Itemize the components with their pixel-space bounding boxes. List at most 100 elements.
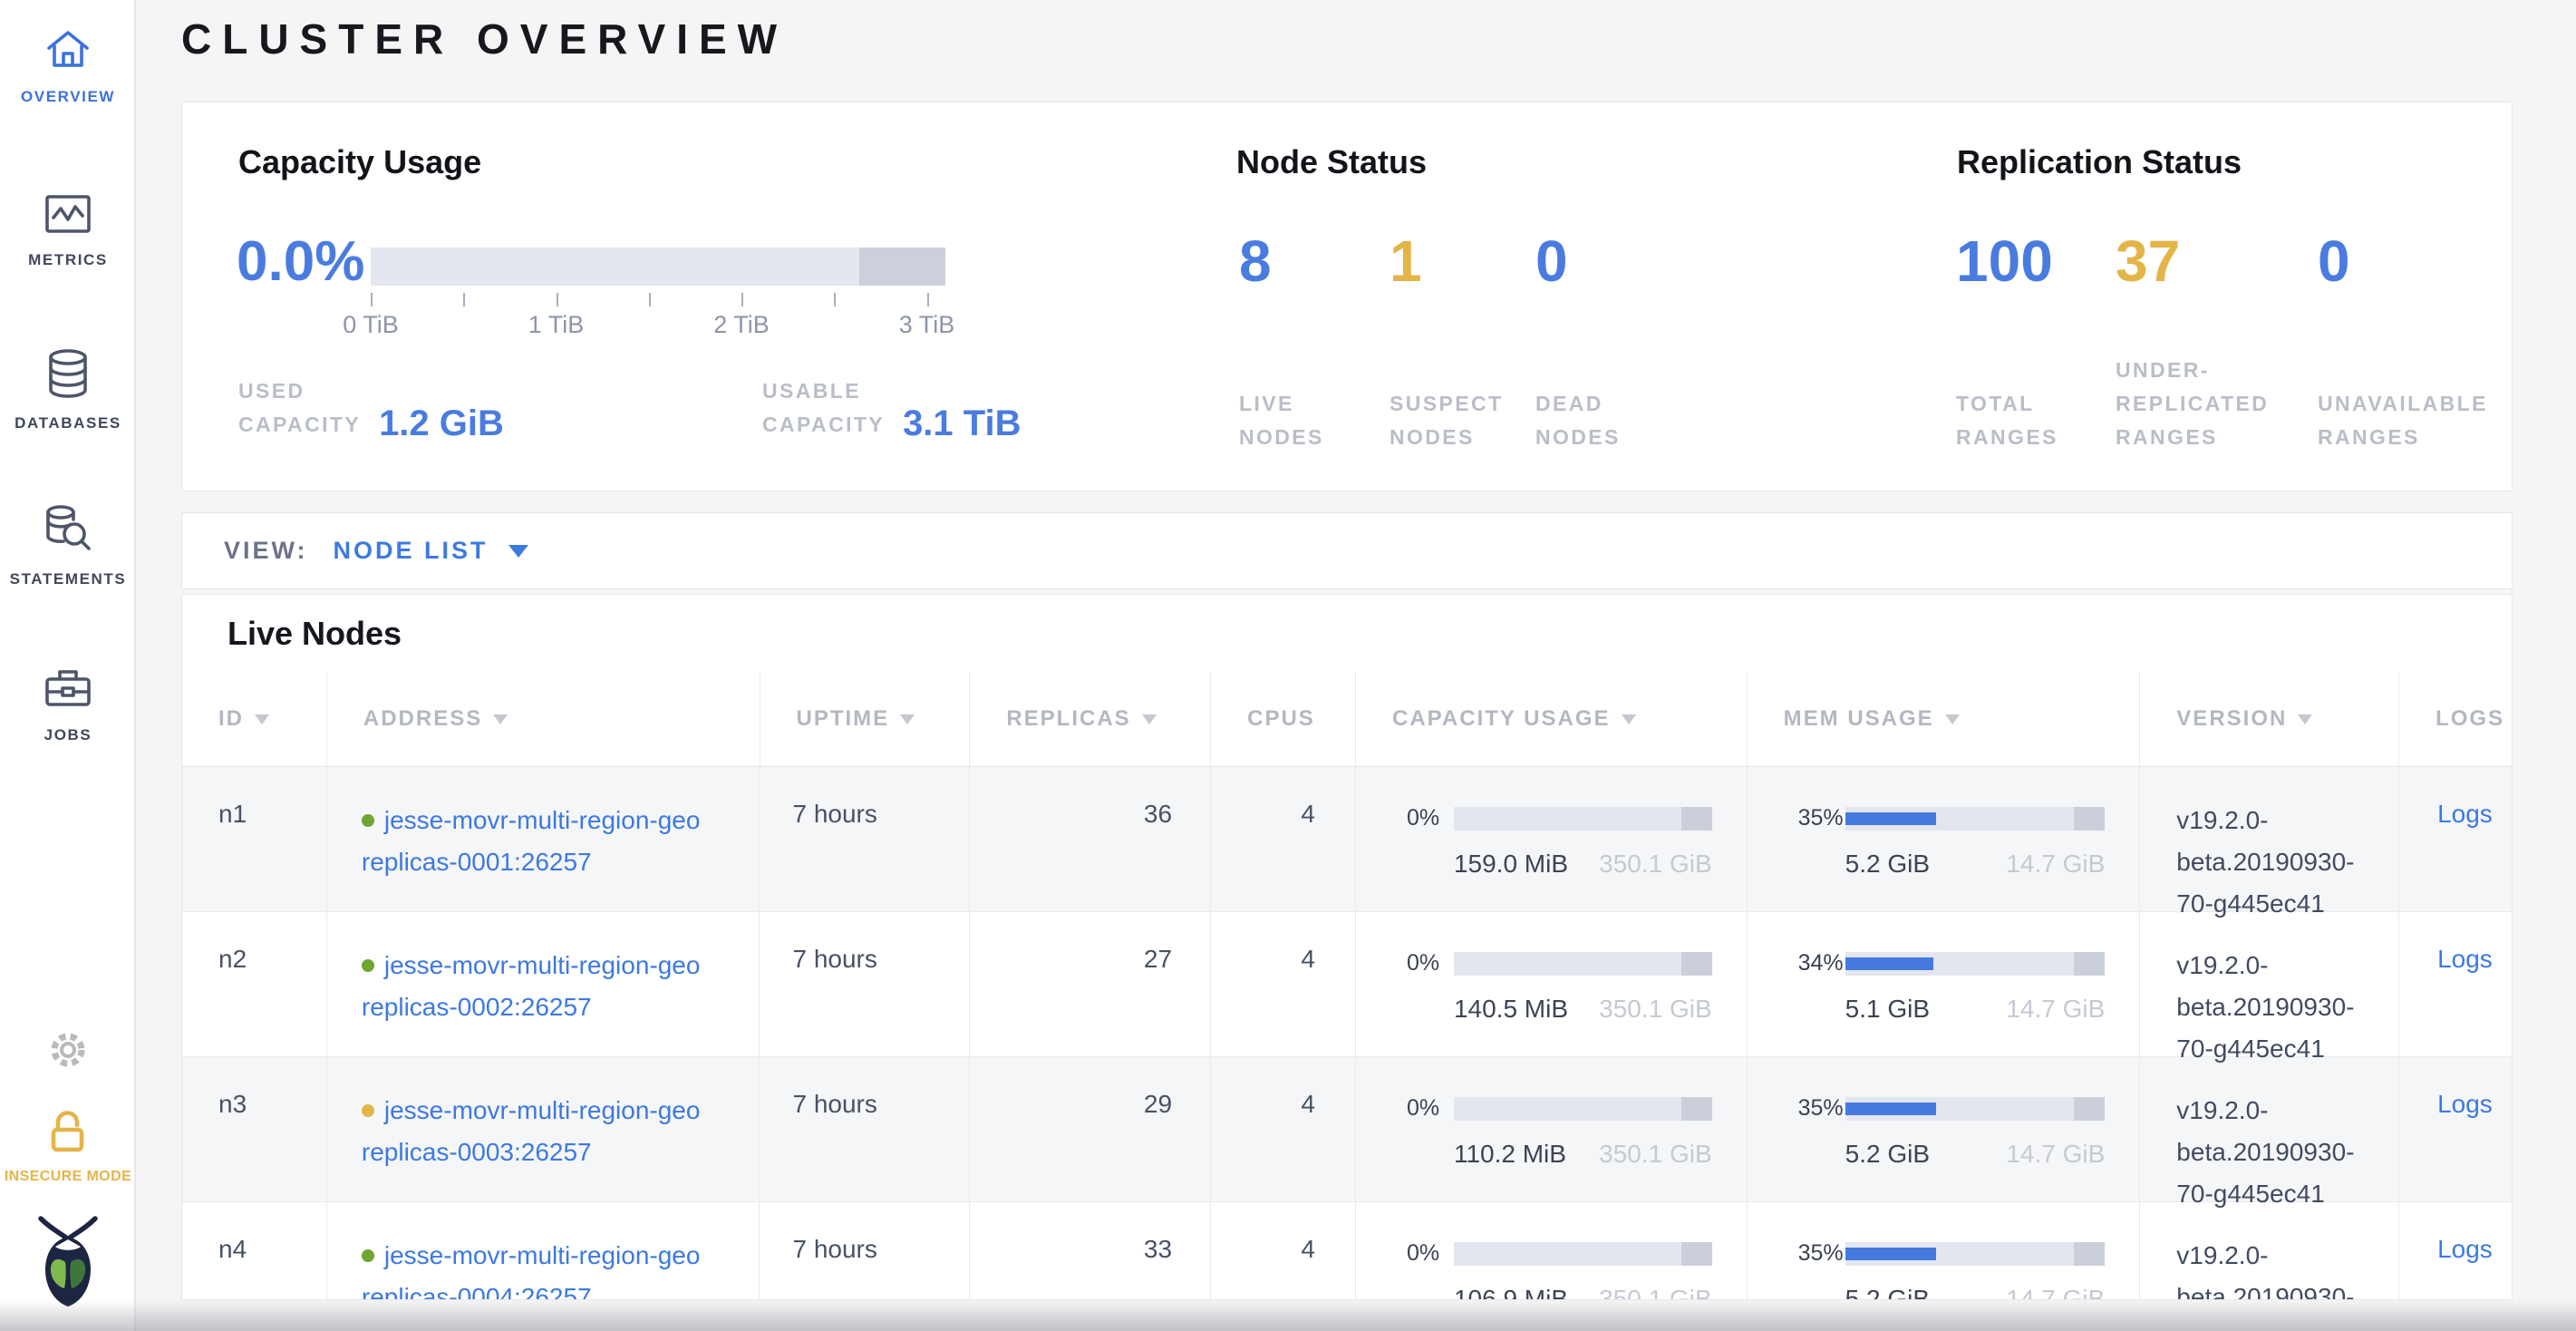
version-line: v19.2.0-	[2176, 806, 2269, 834]
memory-bar	[1845, 951, 2106, 976]
axis-tick-label: 1 TiB	[528, 311, 585, 338]
memory-percent-label: 35%	[1797, 805, 1844, 831]
cluster-summary-card: Capacity Usage 0.0% 0 TiB 1 TiB 2 TiB 3 …	[181, 102, 2513, 491]
node-replicas-cell: 27	[970, 912, 1212, 1056]
unlock-icon	[43, 1111, 93, 1159]
stat-label-line: CAPACITY	[762, 413, 886, 436]
live-nodes-card: Live Nodes ID ADDRESS UPTIME REPLICAS CP…	[181, 594, 2513, 1300]
node-version-cell: v19.2.0- beta.20190930- 70-g445ec41	[2140, 767, 2400, 918]
node-id-cell: n2	[182, 912, 327, 1056]
insecure-mode-label: INSECURE MODE	[4, 1169, 132, 1184]
node-uptime-cell: 7 hours	[760, 1057, 971, 1201]
column-header-capacity-usage[interactable]: CAPACITY USAGE	[1356, 672, 1748, 766]
address-line: replicas-0002:26257	[361, 993, 592, 1021]
unavailable-ranges-stat: 0 UNAVAILABLE RANGES	[2318, 229, 2503, 454]
live-nodes-stat: 8 LIVE NODES	[1239, 229, 1425, 454]
memory-percent-label: 35%	[1797, 1095, 1844, 1121]
address-line: jesse-movr-multi-region-geo	[383, 951, 701, 979]
capacity-percent-label: 0%	[1406, 1095, 1440, 1121]
capacity-percent-label: 0%	[1406, 805, 1440, 831]
node-logs-cell: Logs	[2399, 912, 2512, 1056]
node-replicas-cell: 33	[970, 1202, 1212, 1299]
table-header-row: ID ADDRESS UPTIME REPLICAS CPUS CAPACITY…	[182, 672, 2512, 767]
sidebar-item-overview[interactable]: OVERVIEW	[0, 25, 136, 106]
stat-label-line: REPLICATED	[2116, 392, 2270, 415]
dead-nodes-stat: 0 DEAD NODES	[1535, 229, 1721, 454]
capacity-axis-ticks	[371, 293, 945, 307]
address-line: jesse-movr-multi-region-geo	[383, 806, 701, 834]
node-status-title: Node Status	[1236, 143, 1428, 180]
stat-label-line: RANGES	[1956, 425, 2058, 449]
logs-link[interactable]: Logs	[2437, 1090, 2493, 1118]
sidebar: OVERVIEW METRICS DATABASES	[0, 0, 136, 1331]
version-line: 70-g445ec41	[2176, 889, 2325, 918]
column-header-address[interactable]: ADDRESS	[327, 672, 760, 766]
gear-icon	[46, 1033, 90, 1075]
column-header-id[interactable]: ID	[182, 672, 327, 766]
column-header-label: VERSION	[2176, 706, 2288, 731]
sidebar-item-label: STATEMENTS	[9, 570, 127, 588]
logs-link[interactable]: Logs	[2437, 800, 2493, 828]
sidebar-item-metrics[interactable]: METRICS	[0, 192, 136, 269]
node-address-link[interactable]: jesse-movr-multi-region-geo replicas-0003…	[362, 1096, 701, 1166]
sidebar-item-jobs[interactable]: JOBS	[0, 666, 136, 744]
memory-percent-label: 35%	[1797, 1240, 1844, 1266]
sort-icon	[1141, 714, 1157, 724]
node-cpus-cell: 4	[1211, 1202, 1356, 1299]
under-replicated-ranges-stat: 37 UNDER- REPLICATED RANGES	[2116, 229, 2301, 454]
node-address-link[interactable]: jesse-movr-multi-region-geo replicas-0004…	[362, 1241, 701, 1299]
capacity-usage-title: Capacity Usage	[238, 143, 482, 180]
sidebar-item-statements[interactable]: STATEMENTS	[0, 504, 136, 588]
capacity-bar	[1453, 1096, 1712, 1121]
bottom-scroll-shadow	[0, 1300, 2576, 1331]
replication-status-title: Replication Status	[1957, 143, 2242, 180]
view-label: VIEW:	[224, 537, 308, 564]
version-line: beta.20190930-	[2176, 1138, 2355, 1166]
node-version-cell: v19.2.0- beta.20190930- 70-g445ec41	[2140, 912, 2400, 1063]
stat-label-line: UNAVAILABLE	[2318, 392, 2488, 415]
stat-label-line: LIVE	[1239, 392, 1294, 415]
home-icon	[43, 25, 93, 77]
memory-used-value: 5.2 GiB	[1845, 1140, 1931, 1168]
sort-icon	[2298, 714, 2313, 724]
live-nodes-table: ID ADDRESS UPTIME REPLICAS CPUS CAPACITY…	[182, 672, 2512, 1299]
node-cpus-cell: 4	[1211, 912, 1356, 1056]
capacity-total-value: 350.1 GiB	[1599, 995, 1712, 1023]
column-header-label: LOGS	[2436, 706, 2505, 731]
capacity-bar	[1453, 951, 1712, 976]
logs-link[interactable]: Logs	[2437, 945, 2493, 973]
cockroach-bug-icon	[34, 1216, 102, 1313]
settings-button[interactable]	[0, 1028, 136, 1076]
axis-tick-label: 2 TiB	[713, 311, 770, 338]
chevron-down-icon[interactable]	[508, 544, 528, 558]
version-line: 70-g445ec41	[2176, 1180, 2325, 1208]
version-line: beta.20190930-	[2176, 993, 2355, 1021]
logs-link[interactable]: Logs	[2437, 1235, 2493, 1263]
node-address-link[interactable]: jesse-movr-multi-region-geo replicas-0002…	[362, 951, 701, 1021]
sidebar-item-databases[interactable]: DATABASES	[0, 348, 136, 432]
metrics-icon	[43, 192, 93, 240]
address-line: jesse-movr-multi-region-geo	[383, 1241, 701, 1269]
column-header-version[interactable]: VERSION	[2140, 672, 2400, 766]
capacity-percent-label: 0%	[1406, 950, 1440, 976]
column-header-cpus[interactable]: CPUS	[1211, 672, 1357, 766]
stat-label-line: NODES	[1239, 425, 1324, 449]
node-id-cell: n4	[182, 1202, 327, 1299]
node-capacity-cell: 0% 106.9 MiB 350.1 GiB	[1356, 1202, 1748, 1299]
column-header-replicas[interactable]: REPLICAS	[970, 672, 1212, 766]
cockroachdb-logo[interactable]	[0, 1215, 136, 1314]
column-header-uptime[interactable]: UPTIME	[760, 672, 971, 766]
stat-value: 0	[1535, 228, 1568, 294]
node-address-link[interactable]: jesse-movr-multi-region-geo replicas-0001…	[362, 806, 701, 876]
main-content: CLUSTER OVERVIEW Capacity Usage 0.0% 0 T…	[138, 0, 2576, 1331]
view-dropdown[interactable]: NODE LIST	[333, 537, 489, 564]
statements-icon	[43, 504, 93, 559]
column-header-mem-usage[interactable]: MEM USAGE	[1748, 672, 2141, 766]
insecure-mode-indicator[interactable]: INSECURE MODE	[0, 1108, 136, 1185]
memory-used-value: 5.2 GiB	[1845, 850, 1931, 878]
sort-icon	[1944, 714, 1960, 724]
live-nodes-title: Live Nodes	[228, 615, 402, 652]
node-address-cell: jesse-movr-multi-region-geo replicas-0002…	[327, 912, 760, 1056]
sidebar-item-label: OVERVIEW	[20, 88, 116, 105]
view-selector-bar: VIEW: NODE LIST	[181, 512, 2513, 589]
